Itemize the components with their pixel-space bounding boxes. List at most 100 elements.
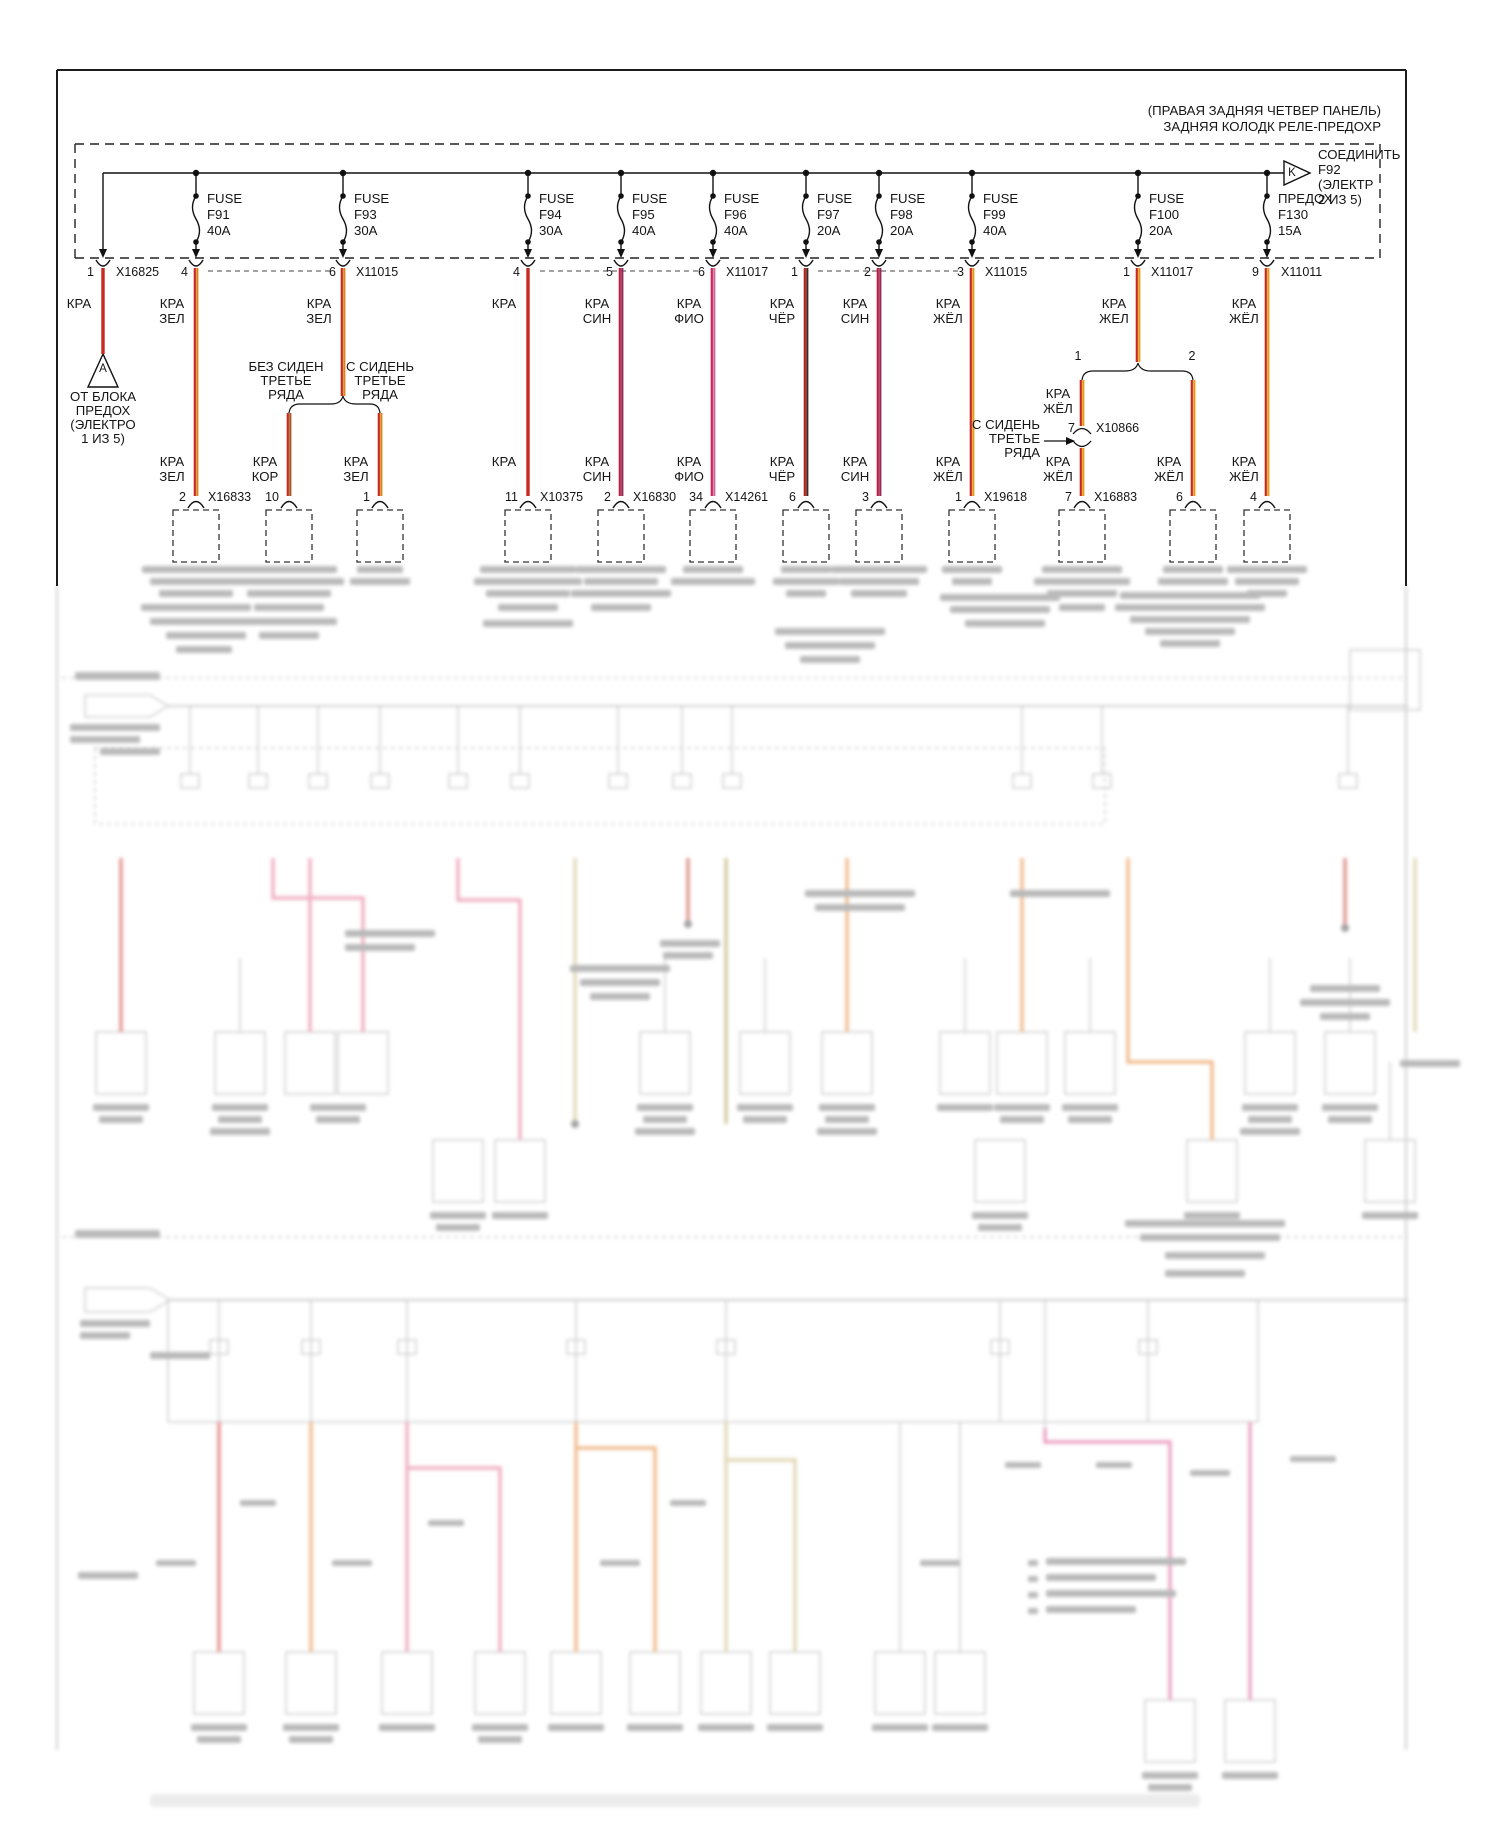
conn-x11017-b: X11017 [1151, 265, 1194, 279]
fuse-f100-label: FUSE F100 20A [1149, 191, 1185, 238]
component-box [948, 509, 996, 563]
conn-x10866: X10866 [1096, 421, 1140, 435]
pin-bot-7: 7 [1065, 490, 1072, 504]
arrowhead-icon [1134, 249, 1142, 258]
arrowhead-icon [968, 249, 976, 258]
pin-socket-icon [964, 259, 980, 267]
fuse-f130-label: ПРЕДОХ F130 15A [1278, 191, 1333, 238]
arrowhead-icon [1263, 249, 1271, 258]
pin-socket-icon [613, 259, 629, 267]
branch-num-2: 2 [1188, 349, 1196, 363]
pin-socket-icon [280, 500, 298, 509]
pin-top-9: 9 [1252, 265, 1259, 279]
pin-mid-7: 7 [1068, 421, 1075, 435]
component-box [265, 509, 313, 563]
arrowhead-icon [99, 249, 107, 258]
wire2-kra-zhel-4: КРА ЖЁЛ [1229, 454, 1259, 484]
wire-kra-1: КРА [66, 296, 92, 311]
wire-kra-sin-2: КРА СИН [840, 296, 870, 326]
wire-kra-zhel-4: КРА ЖЁЛ [1043, 386, 1073, 416]
wire-kra-zel-2: КРА ЗЕЛ [306, 296, 332, 326]
wire2-kra-zhel-2: КРА ЖЁЛ [1043, 454, 1073, 484]
arrowhead-icon [192, 249, 200, 258]
component-box [1243, 509, 1291, 563]
from-fuse-block-triangle [86, 352, 120, 388]
pin-top-1: 1 [87, 265, 94, 279]
wire2-kra: КРА [491, 454, 517, 469]
pin-socket-icon [705, 259, 721, 267]
pin-socket-icon [1184, 500, 1202, 509]
page-connector-k [1283, 159, 1312, 187]
pin-socket-icon [798, 259, 814, 267]
pin-top-2: 2 [864, 265, 871, 279]
fuse-f98-label: FUSE F98 20A [890, 191, 926, 238]
conn-x19618: X19618 [984, 490, 1028, 504]
pin-top-4b: 4 [513, 265, 520, 279]
fuse-element-icon [191, 195, 201, 243]
pin-top-1b: 1 [791, 265, 798, 279]
wire2-kra-zhel-3: КРА ЖЁЛ [1154, 454, 1184, 484]
branch-num-1: 1 [1074, 349, 1082, 363]
arrowhead-icon [709, 249, 717, 258]
pin-socket-icon [1259, 259, 1275, 267]
pin-bot-6b: 6 [1176, 490, 1183, 504]
fuse-f91-label: FUSE F91 40A [207, 191, 243, 238]
conn-x11015: X11015 [356, 265, 399, 279]
from-fuse-block-note: ОТ БЛОКА ПРЕДОХ (ЭЛЕКТРО 1 ИЗ 5) [69, 389, 137, 446]
wire-kra-sin-1: КРА СИН [582, 296, 612, 326]
wire-kra-zhel-1: КРА ЖЁЛ [933, 296, 963, 326]
pin-top-4: 4 [181, 265, 188, 279]
pin-bot-1b: 1 [955, 490, 962, 504]
fuse-element-icon [1133, 195, 1143, 243]
conn-x16825: X16825 [116, 265, 160, 279]
conn-x11011: X11011 [1281, 265, 1323, 279]
option-with-3rd-row-seat-2: С СИДЕНЬ ТРЕТЬЕ РЯДА [971, 417, 1040, 460]
pin-bot-10: 10 [265, 490, 279, 504]
conn-x16883: X16883 [1094, 490, 1138, 504]
pin-socket-icon [519, 500, 537, 509]
wire2-kra-zel-1: КРА ЗЕЛ [159, 454, 185, 484]
pin-bot-6: 6 [789, 490, 796, 504]
pin-socket-icon [963, 500, 981, 509]
pin-bot-34: 34 [689, 490, 703, 504]
component-box [689, 509, 737, 563]
pin-socket-icon [335, 259, 351, 267]
arrowhead-icon [875, 249, 883, 258]
pin-socket-icon [612, 500, 630, 509]
connector-k-letter: K [1288, 167, 1296, 179]
wire2-kra-zel-2: КРА ЗЕЛ [343, 454, 369, 484]
wire-kra-zhel-2: КРА ЖЕЛ [1099, 296, 1129, 326]
pin-top-5: 5 [606, 265, 613, 279]
pin-top-6: 6 [329, 265, 336, 279]
pin-socket-icon [188, 259, 204, 267]
pin-top-6b: 6 [698, 265, 705, 279]
pin-bot-2b: 2 [604, 490, 611, 504]
wire-kra-fio-1: КРА ФИО [674, 296, 704, 326]
header-note: (ПРАВАЯ ЗАДНЯЯ ЧЕТВЕР ПАНЕЛЬ) ЗАДНЯЯ КОЛ… [1147, 103, 1381, 134]
fuse-element-icon [874, 195, 884, 243]
pin-top-3: 3 [957, 265, 964, 279]
conn-x11017: X11017 [726, 265, 769, 279]
conn-x14261: X14261 [725, 490, 769, 504]
fuse-element-icon [338, 195, 348, 243]
pin-socket-icon [704, 500, 722, 509]
option-with-3rd-row-seat: С СИДЕНЬ ТРЕТЬЕ РЯДА [345, 359, 415, 402]
arrowhead-icon [524, 249, 532, 258]
arrowhead-icon [617, 249, 625, 258]
pin-socket-icon [1130, 259, 1146, 267]
pin-bot-2: 2 [179, 490, 186, 504]
pin-top-1c: 1 [1123, 265, 1130, 279]
fuse-element-icon [1262, 195, 1272, 243]
conn-x16833: X16833 [208, 490, 252, 504]
fuse-element-icon [708, 195, 718, 243]
pin-bot-4: 4 [1250, 490, 1257, 504]
fuse-f96-label: FUSE F96 40A [724, 191, 760, 238]
component-box [1058, 509, 1106, 563]
component-box [597, 509, 645, 563]
fuse-element-icon [967, 195, 977, 243]
wire-kra-zhel-3: КРА ЖЁЛ [1229, 296, 1259, 326]
pin-socket-icon [871, 259, 887, 267]
component-box [855, 509, 903, 563]
triangle-a-letter: A [99, 363, 107, 375]
